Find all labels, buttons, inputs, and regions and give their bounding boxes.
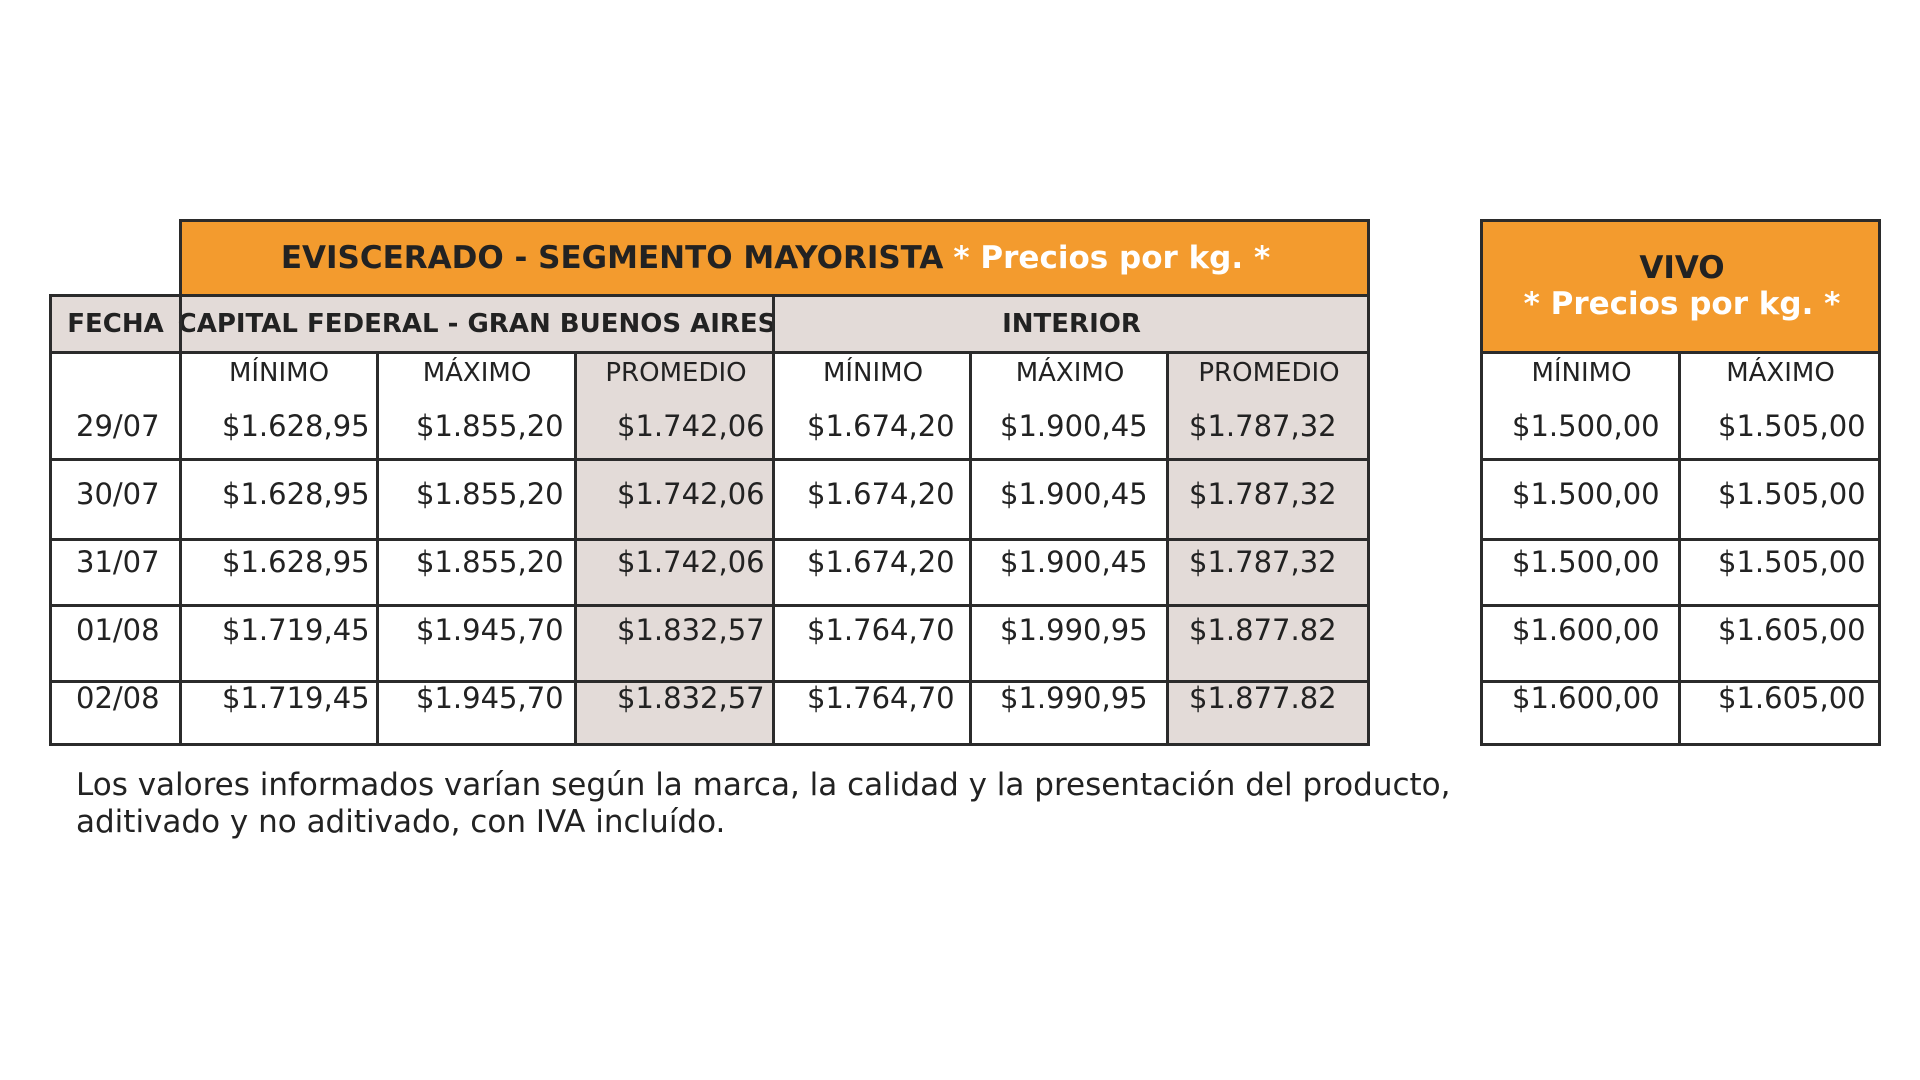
eviscerado-title-note: * Precios por kg. *	[953, 240, 1271, 276]
row-4-minimo-interior: $1.764,70	[807, 613, 955, 647]
border-col-4	[772, 294, 775, 746]
vivo-border-middle	[1678, 351, 1681, 746]
row-2-promedio-interior: $1.787,32	[1189, 477, 1337, 511]
row-5-promedio-capital: $1.832,57	[617, 681, 765, 715]
row-5-minimo-interior: $1.764,70	[807, 681, 955, 715]
row-3-fecha: 31/07	[76, 545, 160, 579]
row-4-promedio-interior: $1.877.82	[1189, 613, 1337, 647]
row-5-maximo-interior: $1.990,95	[1000, 681, 1148, 715]
row-4-maximo-interior: $1.990,95	[1000, 613, 1148, 647]
footnote-line-2: aditivado y no aditivado, con IVA incluí…	[76, 804, 726, 840]
border-col-5	[969, 351, 972, 746]
row-3-maximo-capital: $1.855,20	[416, 545, 564, 579]
border-col-6	[1166, 351, 1169, 746]
sub-header-promedio-capital: PROMEDIO	[605, 358, 747, 388]
row-4-minimo-capital: $1.719,45	[222, 613, 370, 647]
vivo-row-2-minimo: $1.500,00	[1512, 477, 1660, 511]
vivo-row-1-maximo: $1.505,00	[1718, 409, 1866, 443]
vivo-row-1-minimo: $1.500,00	[1512, 409, 1660, 443]
row-3-promedio-capital: $1.742,06	[617, 545, 765, 579]
border-col-3	[574, 351, 577, 746]
row-1-minimo-interior: $1.674,20	[807, 409, 955, 443]
row-1-fecha: 29/07	[76, 409, 160, 443]
sub-header-minimo-capital: MÍNIMO	[228, 358, 330, 388]
border-header-top	[50, 294, 1370, 297]
sub-header-promedio-interior: PROMEDIO	[1198, 358, 1340, 388]
row-3-minimo-interior: $1.674,20	[807, 545, 955, 579]
sub-header-minimo-interior: MÍNIMO	[822, 358, 924, 388]
border-row-4	[50, 680, 1370, 683]
row-5-promedio-interior: $1.877.82	[1189, 681, 1337, 715]
promedio-capital-column	[577, 353, 775, 745]
vivo-title: VIVO * Precios por kg. *	[1483, 221, 1881, 351]
vivo-row-5-minimo: $1.600,00	[1512, 681, 1660, 715]
border-fecha	[179, 219, 182, 746]
vivo-row-3-minimo: $1.500,00	[1512, 545, 1660, 579]
row-5-fecha: 02/08	[76, 681, 160, 715]
vivo-row-4-maximo: $1.605,00	[1718, 613, 1866, 647]
row-4-maximo-capital: $1.945,70	[416, 613, 564, 647]
border-bottom	[50, 743, 1370, 746]
row-1-promedio-interior: $1.787,32	[1189, 409, 1337, 443]
vivo-title-note: * Precios por kg. *	[1523, 286, 1841, 322]
row-3-maximo-interior: $1.900,45	[1000, 545, 1148, 579]
row-1-maximo-capital: $1.855,20	[416, 409, 564, 443]
sub-header-maximo-capital: MÁXIMO	[422, 358, 532, 388]
fecha-header: FECHA	[67, 309, 164, 339]
row-5-minimo-capital: $1.719,45	[222, 681, 370, 715]
row-2-promedio-capital: $1.742,06	[617, 477, 765, 511]
row-3-promedio-interior: $1.787,32	[1189, 545, 1337, 579]
row-1-promedio-capital: $1.742,06	[617, 409, 765, 443]
vivo-title-bar	[1483, 221, 1881, 351]
footnote-line-1: Los valores informados varían según la m…	[76, 767, 1451, 803]
promedio-interior-column	[1168, 353, 1370, 745]
vivo-title-text: VIVO	[1639, 250, 1725, 286]
border-left	[49, 294, 52, 746]
row-2-maximo-interior: $1.900,45	[1000, 477, 1148, 511]
border-row-2	[50, 538, 1370, 541]
vivo-sub-header-minimo: MÍNIMO	[1531, 358, 1632, 388]
eviscerado-title: EVISCERADO - SEGMENTO MAYORISTA * Precio…	[181, 221, 1370, 295]
border-right	[1367, 219, 1370, 746]
eviscerado-header-band	[50, 295, 1370, 353]
row-2-fecha: 30/07	[76, 477, 160, 511]
row-2-maximo-capital: $1.855,20	[416, 477, 564, 511]
border-row-3	[50, 604, 1370, 607]
sub-header-maximo-interior: MÁXIMO	[1015, 358, 1125, 388]
interior-header: INTERIOR	[1002, 309, 1141, 339]
row-2-minimo-capital: $1.628,95	[222, 477, 370, 511]
vivo-row-2-maximo: $1.505,00	[1718, 477, 1866, 511]
row-5-maximo-capital: $1.945,70	[416, 681, 564, 715]
eviscerado-title-text: EVISCERADO - SEGMENTO MAYORISTA	[280, 240, 944, 276]
border-header-bottom	[50, 351, 1368, 354]
row-4-promedio-capital: $1.832,57	[617, 613, 765, 647]
border-col-2	[376, 351, 379, 746]
row-4-fecha: 01/08	[76, 613, 160, 647]
vivo-row-4-minimo: $1.600,00	[1512, 613, 1660, 647]
border-top	[179, 219, 1370, 222]
border-row-1	[50, 458, 1370, 461]
vivo-border-left	[1480, 219, 1483, 746]
vivo-border-top	[1480, 219, 1881, 222]
vivo-border-right	[1878, 219, 1881, 746]
row-3-minimo-capital: $1.628,95	[222, 545, 370, 579]
eviscerado-title-bar	[181, 221, 1370, 295]
footnote: Los valores informados varían según la m…	[76, 767, 1476, 841]
capital-header: CAPITAL FEDERAL - GRAN BUENOS AIRES	[177, 309, 777, 339]
row-2-minimo-interior: $1.674,20	[807, 477, 955, 511]
vivo-row-3-maximo: $1.505,00	[1718, 545, 1866, 579]
vivo-row-5-maximo: $1.605,00	[1718, 681, 1866, 715]
vivo-sub-header-maximo: MÁXIMO	[1726, 358, 1835, 388]
row-1-maximo-interior: $1.900,45	[1000, 409, 1148, 443]
row-1-minimo-capital: $1.628,95	[222, 409, 370, 443]
